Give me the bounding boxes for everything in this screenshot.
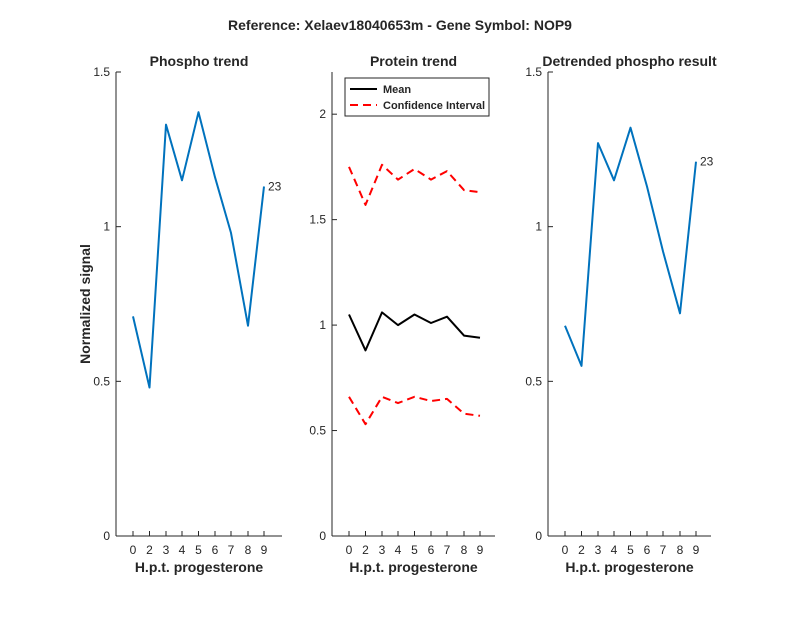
y-tick-label: 0: [535, 529, 542, 543]
x-tick-label: 0: [130, 543, 137, 557]
series-line-0: [348, 311, 481, 352]
x-tick-label: 8: [461, 543, 468, 557]
point-annotation: 23: [268, 179, 282, 193]
x-tick-label: 8: [677, 543, 684, 557]
y-tick-label: 0.5: [309, 424, 326, 438]
x-tick-label: 3: [595, 543, 602, 557]
y-tick-label: 0.5: [525, 374, 542, 388]
x-tick-label: 4: [395, 543, 402, 557]
x-tick-label: 6: [212, 543, 219, 557]
axes-title: Detrended phospho result: [542, 53, 717, 69]
series-line-0: [564, 126, 697, 367]
x-tick-label: 4: [611, 543, 618, 557]
series-line-2: [348, 395, 481, 426]
x-tick-label: 9: [477, 543, 484, 557]
y-axis-label: Normalized signal: [77, 244, 93, 364]
x-tick-label: 0: [562, 543, 569, 557]
x-tick-label: 5: [627, 543, 634, 557]
point-annotation: 23: [700, 155, 714, 169]
x-tick-label: 9: [261, 543, 268, 557]
series-line-0: [132, 111, 265, 389]
x-tick-label: 2: [146, 543, 153, 557]
series-line-1: [348, 163, 481, 206]
y-tick-label: 2: [319, 107, 326, 121]
x-axis-label: H.p.t. progesterone: [349, 559, 478, 575]
legend-entry: Confidence Interval: [383, 100, 485, 112]
x-tick-label: 0: [346, 543, 353, 557]
y-tick-label: 0: [103, 529, 110, 543]
x-tick-label: 5: [195, 543, 202, 557]
y-tick-label: 0.5: [93, 374, 110, 388]
x-tick-label: 7: [444, 543, 451, 557]
x-axis-label: H.p.t. progesterone: [565, 559, 694, 575]
y-tick-label: 1.5: [93, 65, 110, 79]
x-tick-label: 7: [660, 543, 667, 557]
x-tick-label: 7: [228, 543, 235, 557]
axes-title: Protein trend: [370, 53, 457, 69]
x-tick-label: 9: [693, 543, 700, 557]
figure-title: Reference: Xelaev18040653m - Gene Symbol…: [228, 17, 572, 33]
x-tick-label: 5: [411, 543, 418, 557]
y-tick-label: 1: [103, 220, 110, 234]
y-tick-label: 0: [319, 529, 326, 543]
y-tick-label: 1.5: [309, 213, 326, 227]
x-tick-label: 3: [163, 543, 170, 557]
x-tick-label: 6: [644, 543, 651, 557]
x-tick-label: 3: [379, 543, 386, 557]
legend-entry: Mean: [383, 84, 411, 96]
y-tick-label: 1: [535, 220, 542, 234]
x-tick-label: 2: [362, 543, 369, 557]
y-tick-label: 1: [319, 318, 326, 332]
y-tick-label: 1.5: [525, 65, 542, 79]
legend-box: [344, 77, 490, 117]
x-tick-label: 6: [428, 543, 435, 557]
x-axis-label: H.p.t. progesterone: [135, 559, 264, 575]
axes-title: Phospho trend: [150, 53, 249, 69]
x-tick-label: 2: [578, 543, 585, 557]
x-tick-label: 8: [245, 543, 252, 557]
x-tick-label: 4: [179, 543, 186, 557]
